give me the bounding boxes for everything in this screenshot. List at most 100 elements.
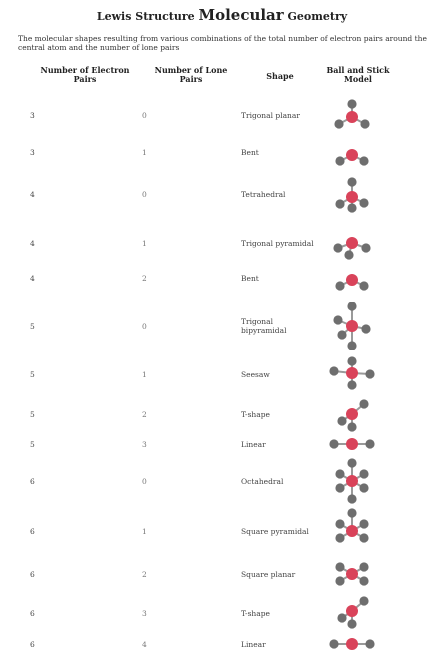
- ball-and-stick-model: [333, 237, 371, 260]
- outer-atom: [335, 156, 345, 166]
- outer-atom: [347, 203, 357, 213]
- outer-atom: [347, 422, 357, 432]
- lone-pairs-cell: 1: [142, 148, 147, 157]
- electron-pairs-cell: 6: [30, 527, 35, 536]
- outer-atom: [359, 469, 369, 479]
- header-model: Ball and Stick Model: [326, 65, 390, 84]
- outer-atom: [329, 639, 339, 649]
- shape-name-cell: Linear: [241, 440, 266, 449]
- central-atom: [346, 475, 358, 487]
- outer-atom: [335, 469, 345, 479]
- shape-name-cell: Square planar: [241, 570, 296, 579]
- electron-pairs-cell: 6: [30, 609, 35, 618]
- central-atom: [346, 111, 358, 123]
- ball-and-stick-model: [335, 149, 369, 166]
- central-atom: [346, 568, 358, 580]
- title-main: Molecular: [198, 6, 284, 24]
- electron-pairs-cell: 5: [30, 410, 35, 419]
- lone-pairs-cell: 1: [142, 239, 147, 248]
- lone-pairs-cell: 4: [142, 640, 147, 649]
- outer-atom: [337, 416, 347, 426]
- outer-atom: [329, 366, 339, 376]
- lone-pairs-cell: 2: [142, 274, 147, 283]
- shape-name-cell: T-shape: [241, 410, 270, 419]
- lone-pairs-cell: 3: [142, 440, 147, 449]
- ball-and-stick-model: [335, 177, 369, 213]
- electron-pairs-cell: 4: [30, 274, 35, 283]
- outer-atom: [359, 483, 369, 493]
- ball-and-stick-model: [335, 274, 369, 291]
- outer-atom: [334, 119, 344, 129]
- central-atom: [346, 525, 358, 537]
- electron-pairs-cell: 6: [30, 640, 35, 649]
- shape-name-cell: Square pyramidal: [241, 527, 309, 536]
- electron-pairs-cell: 3: [30, 148, 35, 157]
- shape-name-cell: Linear: [241, 640, 266, 649]
- shape-name-cell: Trigonal planar: [241, 111, 300, 120]
- electron-pairs-cell: 5: [30, 440, 35, 449]
- ball-and-stick-model: [329, 356, 375, 390]
- outer-atom: [347, 99, 357, 109]
- central-atom: [346, 408, 358, 420]
- lone-pairs-cell: 0: [142, 477, 147, 486]
- electron-pairs-cell: 4: [30, 239, 35, 248]
- lone-pairs-cell: 0: [142, 111, 147, 120]
- outer-atom: [365, 369, 375, 379]
- outer-atom: [359, 562, 369, 572]
- electron-pairs-cell: 5: [30, 322, 35, 331]
- shape-name-cell: Tetrahedral: [241, 190, 286, 199]
- outer-atom: [365, 439, 375, 449]
- electron-pairs-cell: 6: [30, 477, 35, 486]
- outer-atom: [365, 639, 375, 649]
- outer-atom: [333, 243, 343, 253]
- outer-atom: [359, 156, 369, 166]
- ball-and-stick-model: [334, 99, 370, 129]
- outer-atom: [361, 243, 371, 253]
- title-prefix: Lewis Structure: [96, 10, 199, 23]
- shape-name-cell: Trigonal bipyramidal: [241, 317, 287, 335]
- shape-name-cell: Seesaw: [241, 370, 270, 379]
- electron-pairs-cell: 5: [30, 370, 35, 379]
- ball-and-stick-model: [335, 458, 369, 504]
- outer-atom: [329, 439, 339, 449]
- title-suffix: Geometry: [283, 10, 348, 23]
- ball-and-stick-model: [333, 302, 371, 350]
- outer-atom: [359, 281, 369, 291]
- outer-atom: [335, 576, 345, 586]
- lone-pairs-cell: 1: [142, 370, 147, 379]
- outer-atom: [347, 177, 357, 187]
- outer-atom: [360, 119, 370, 129]
- lone-pairs-cell: 2: [142, 570, 147, 579]
- central-atom: [346, 367, 358, 379]
- central-atom: [346, 320, 358, 332]
- outer-atom: [335, 562, 345, 572]
- central-atom: [346, 191, 358, 203]
- outer-atom: [337, 330, 347, 340]
- shape-name-cell: Trigonal pyramidal: [241, 239, 314, 248]
- ball-and-stick-model: [335, 562, 369, 586]
- shape-name-cell: Octahedral: [241, 477, 284, 486]
- shape-name-cell: Bent: [241, 274, 259, 283]
- electron-pairs-cell: 3: [30, 111, 35, 120]
- outer-atom: [344, 250, 354, 260]
- outer-atom: [335, 533, 345, 543]
- outer-atom: [335, 281, 345, 291]
- outer-atom: [347, 508, 357, 518]
- outer-atom: [333, 315, 343, 325]
- page-title: Lewis Structure Molecular Geometry: [0, 6, 444, 24]
- outer-atom: [347, 458, 357, 468]
- outer-atom: [359, 576, 369, 586]
- intro-text: The molecular shapes resulting from vari…: [18, 34, 427, 52]
- shape-name-cell: Bent: [241, 148, 259, 157]
- outer-atom: [347, 619, 357, 629]
- central-atom: [346, 638, 358, 650]
- outer-atom: [347, 302, 357, 311]
- outer-atom: [347, 341, 357, 350]
- ball-and-stick-model: [337, 399, 369, 432]
- electron-pairs-cell: 6: [30, 570, 35, 579]
- lone-pairs-cell: 1: [142, 527, 147, 536]
- ball-and-stick-model: [337, 596, 369, 629]
- outer-atom: [335, 483, 345, 493]
- header-electron-pairs: Number of Electron Pairs: [40, 65, 130, 84]
- header-shape: Shape: [266, 71, 294, 81]
